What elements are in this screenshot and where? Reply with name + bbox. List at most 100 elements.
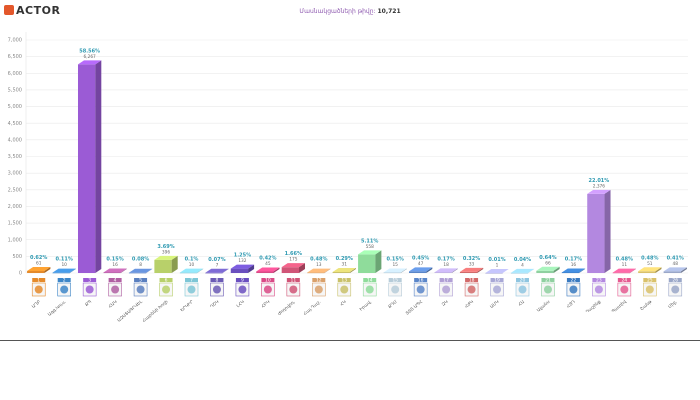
party-10: 10 ՀԲԿ [260, 277, 275, 310]
party-number: 4 [114, 277, 117, 283]
bar-16: 0.45%47 [408, 255, 433, 273]
bar-side [44, 266, 51, 273]
value-label: 132 [238, 258, 246, 264]
party-number-tab [185, 278, 198, 282]
party-number-tab [592, 278, 606, 282]
bar-side [299, 263, 306, 273]
y-tick-label: 5,000 [8, 104, 22, 110]
bar-side [579, 268, 586, 273]
party-number-tab [439, 278, 453, 282]
bar-side [324, 268, 331, 273]
bar-side [528, 268, 535, 273]
party-number: 14 [367, 277, 373, 283]
party-number: 11 [290, 277, 296, 283]
bar-top [408, 267, 433, 272]
bar-top [179, 268, 204, 273]
bar-front [536, 270, 554, 273]
value-label: 61 [36, 260, 42, 266]
party-number: 25 [647, 277, 653, 283]
value-label: 1 [496, 262, 499, 268]
party-name: ՏՏՏ ԱՊՀ [405, 299, 424, 317]
party-name: ՀԿ [339, 299, 348, 308]
bar-top [510, 268, 535, 273]
value-label: 15 [392, 262, 398, 268]
party-number: 12 [316, 277, 322, 283]
party-logo-icon [60, 285, 69, 294]
party-22: 22 ՀՅԴ [566, 277, 581, 310]
value-label: 18 [443, 262, 449, 268]
bar-13: 0.29%31 [332, 256, 356, 273]
bar-front [459, 271, 478, 273]
percent-label: 0.48% [641, 255, 658, 261]
bar-front [638, 271, 656, 273]
bar-top [128, 268, 153, 273]
bar-side [604, 189, 611, 273]
party-logo-icon [314, 285, 323, 294]
percent-label: 5.11% [361, 238, 378, 244]
party-number-tab [159, 278, 173, 282]
bar-19: 0.01%1 [485, 257, 509, 274]
bar-top [358, 250, 382, 255]
bar-top [52, 268, 76, 273]
party-logo-icon [340, 285, 349, 294]
party-number: 8 [216, 277, 219, 283]
party-name: ՀԱԿ [107, 299, 118, 310]
party-name: Ալյանս [536, 299, 552, 314]
party-24: 24 Պատիվ [611, 277, 632, 315]
bar-front [358, 254, 376, 273]
bar-side [171, 255, 178, 273]
bar-top [103, 268, 127, 273]
party-number: 24 [621, 277, 627, 283]
bar-top [434, 268, 458, 273]
party-logo-icon [111, 285, 120, 294]
y-axis: 0 500 1,000 1,500 2,000 2,500 3,000 3,500 4,000 4… [8, 38, 22, 277]
party-number: 3 [88, 277, 91, 283]
value-label: 47 [418, 261, 424, 267]
percent-label: 0.08% [132, 257, 149, 263]
party-name: ԴՇԿ [209, 299, 220, 310]
party-number-tab [465, 278, 479, 282]
party-number-tab [312, 278, 326, 282]
bar-top [663, 267, 687, 272]
value-label: 51 [647, 261, 653, 267]
bar-front [128, 272, 147, 274]
percent-label: 0.41% [667, 255, 684, 261]
bar-front [332, 271, 350, 273]
party-name: ՀԱ [517, 299, 526, 308]
bar-6: 3.69%396 [154, 244, 178, 273]
party-number: 23 [596, 277, 602, 283]
party-19: 19 ԱՄԿ [489, 277, 504, 310]
party-logo-icon [187, 285, 196, 294]
party-21: 21 Ալյանս [536, 277, 555, 313]
party-26: 26 Միջ. [667, 277, 683, 310]
percent-label: 1.66% [285, 251, 302, 257]
actor-logo: ACTOR [4, 2, 60, 18]
party-name: ՀԺԿ [464, 299, 475, 310]
percent-label: 0.07% [208, 257, 225, 263]
value-label: 2,376 [593, 183, 606, 189]
party-logo-icon [594, 285, 603, 294]
bar-side [630, 268, 637, 273]
bar-side [375, 250, 382, 273]
bar-front [561, 272, 580, 274]
percent-label: 0.64% [539, 255, 556, 261]
bar-front [77, 64, 96, 273]
party-number-tab [490, 278, 504, 282]
percent-label: 0.29% [336, 256, 353, 262]
bar-side [655, 267, 662, 273]
bar-top [230, 264, 255, 269]
bar-5: 0.08%8 [128, 257, 153, 274]
y-tick-label: 3,500 [8, 154, 22, 160]
party-number-tab [516, 278, 529, 282]
value-label: 48 [673, 261, 679, 267]
party-name: Շանթ [639, 298, 654, 312]
party-18: 18 ՀԺԿ [464, 277, 479, 310]
bar-23: 22.01%2,376 [587, 178, 611, 273]
bar-top [561, 268, 586, 273]
party-number: 22 [571, 277, 577, 283]
party-13: 13 ՀԿ [337, 277, 352, 308]
party-name: ԶԿ [441, 299, 450, 308]
percent-label: 0.04% [514, 257, 531, 263]
party-name: Հայ.Դաշ. [302, 299, 322, 317]
percent-label: 0.62% [30, 255, 47, 261]
